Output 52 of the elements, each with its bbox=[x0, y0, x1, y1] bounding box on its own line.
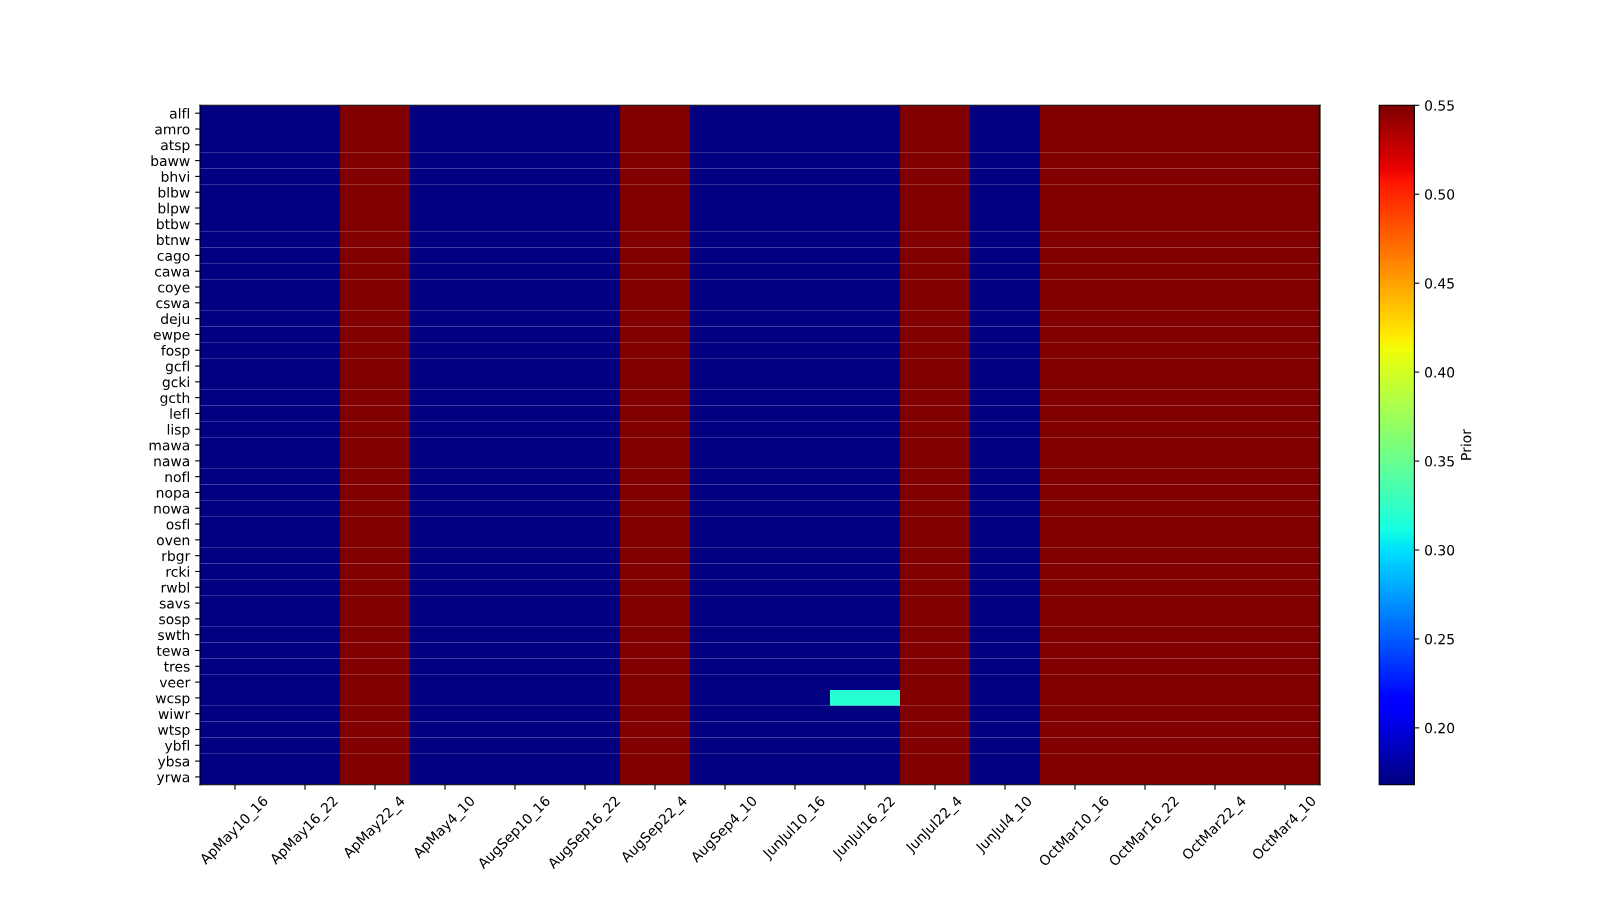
y-tick-label: nofl bbox=[165, 471, 189, 483]
y-tick-label: coye bbox=[158, 284, 190, 296]
y-tick-label: atsp bbox=[161, 140, 190, 153]
y-tick-label: cago bbox=[157, 252, 190, 264]
y-tick-label: wiwr bbox=[158, 708, 191, 719]
y-tick-label: wcsp bbox=[155, 695, 190, 707]
y-tick-label: sosp bbox=[159, 616, 190, 628]
y-tick-label: bhvi bbox=[161, 171, 189, 182]
y-tick-label: swth bbox=[158, 629, 190, 641]
y-tick-label: tewa bbox=[156, 646, 190, 656]
y-tick-label: cawa bbox=[155, 268, 190, 277]
y-tick-label: alfl bbox=[169, 107, 189, 119]
y-tick-label: rcki bbox=[166, 566, 189, 577]
y-tick-label: amro bbox=[155, 126, 190, 135]
y-tick-label: deju bbox=[161, 313, 190, 327]
y-tick-label: tres bbox=[164, 661, 190, 672]
color-bar-title: Prior bbox=[1460, 429, 1472, 460]
y-tick-label: veer bbox=[159, 679, 191, 688]
y-tick-label: btnw bbox=[157, 234, 190, 246]
y-tick-label: lefl bbox=[170, 408, 189, 419]
y-tick-label: gcth bbox=[160, 392, 190, 406]
y-tick-label: cswa bbox=[156, 300, 190, 309]
y-tick-label: nowa bbox=[154, 505, 190, 514]
y-tick-label: nawa bbox=[154, 458, 190, 467]
y-tick-label: btbw bbox=[157, 218, 190, 230]
y-tick-label: yrwa bbox=[156, 774, 190, 786]
y-tick-label: mawa bbox=[149, 442, 190, 451]
y-tick-label: gcki bbox=[162, 376, 189, 391]
y-tick-label: nopa bbox=[156, 489, 190, 501]
color-bar-label: 0.40 bbox=[1425, 367, 1455, 378]
y-tick-label: ybfl bbox=[164, 740, 189, 754]
color-bar-label: 0.25 bbox=[1425, 633, 1454, 645]
y-tick-label: osfl bbox=[166, 518, 189, 530]
y-tick-label: savs bbox=[159, 600, 190, 609]
y-tick-label: wtsp bbox=[158, 725, 190, 738]
y-tick-label: gcfl bbox=[165, 360, 189, 375]
color-bar-label: 0.30 bbox=[1425, 544, 1455, 556]
color-bar-label: 0.45 bbox=[1425, 278, 1454, 289]
y-tick-label: blpw bbox=[158, 202, 190, 217]
y-tick-label: ewpe bbox=[153, 331, 190, 343]
y-tick-label: rbgr bbox=[162, 550, 191, 564]
y-tick-label: baww bbox=[151, 155, 190, 167]
y-tick-label: lisp bbox=[167, 423, 190, 438]
y-tick-label: oven bbox=[156, 537, 190, 546]
color-bar-label: 0.55 bbox=[1425, 100, 1454, 111]
y-tick-label: ybsa bbox=[157, 755, 190, 770]
y-tick-label: fosp bbox=[161, 344, 190, 359]
color-bar-label: 0.50 bbox=[1425, 189, 1455, 200]
color-bar-label: 0.35 bbox=[1425, 456, 1454, 467]
color-bar-label: 0.20 bbox=[1425, 722, 1455, 734]
y-tick-label: blbw bbox=[158, 186, 190, 198]
y-tick-label: rwbl bbox=[161, 581, 189, 593]
